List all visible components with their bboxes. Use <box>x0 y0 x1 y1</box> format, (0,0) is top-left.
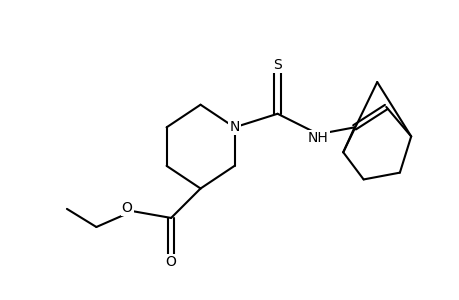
Text: N: N <box>229 120 239 134</box>
Text: O: O <box>122 200 132 214</box>
Text: S: S <box>273 58 281 72</box>
Text: NH: NH <box>307 131 328 145</box>
Text: O: O <box>165 255 176 269</box>
